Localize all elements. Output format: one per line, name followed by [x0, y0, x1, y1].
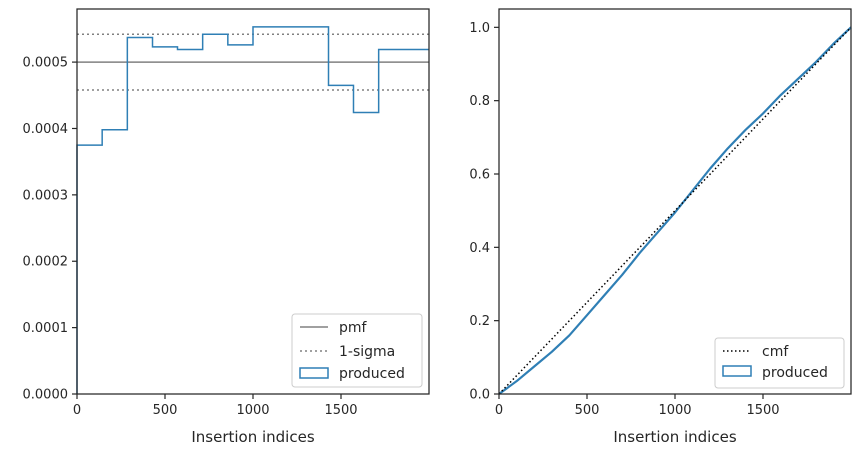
legend-1-sigma-label: 1-sigma	[339, 344, 395, 360]
left-y-tick-label: 0.0002	[23, 255, 69, 270]
right-plot-marks	[498, 26, 852, 395]
left-x-axis-label: Insertion indices	[191, 428, 314, 446]
right-axes-frame	[498, 8, 852, 395]
produced-cumulative-series	[498, 26, 852, 395]
right-x-tick-label: 0	[495, 403, 503, 418]
left-x-tick-label: 1000	[236, 403, 269, 418]
left-x-tick-label: 500	[153, 403, 178, 418]
right-x-tick-label: 500	[575, 403, 600, 418]
legend-produced-swatch-right	[722, 365, 752, 377]
cmf-line	[498, 26, 852, 395]
right-y-tick-label: 0.2	[469, 314, 490, 329]
left-y-tick-label: 0.0003	[23, 188, 69, 203]
legend-produced-label-left: produced	[339, 366, 405, 382]
left-x-tick-label: 0	[73, 403, 81, 418]
left-legend: pmf 1-sigma produced	[291, 313, 423, 388]
legend-produced-swatch-left	[299, 367, 329, 379]
right-y-tick-label: 0.0	[469, 388, 490, 403]
left-ticks: 0 500 1000 1500 0.0000 0.0001 0.0002 0.0003 0.00…	[23, 56, 358, 418]
right-panel: 0 500 1000 1500 0.0 0.2 0.4 0.6 0.8 1.0 Insertion…	[469, 8, 852, 446]
right-x-axis-label: Insertion indices	[613, 428, 736, 446]
left-x-tick-label: 1500	[324, 403, 357, 418]
right-y-tick-label: 0.8	[469, 94, 490, 109]
right-y-tick-label: 0.4	[469, 241, 490, 256]
right-y-tick-label: 1.0	[469, 21, 490, 36]
left-y-tick-label: 0.0004	[23, 122, 69, 137]
left-y-tick-label: 0.0005	[23, 56, 69, 71]
left-y-tick-label: 0.0001	[23, 321, 69, 336]
right-ticks: 0 500 1000 1500 0.0 0.2 0.4 0.6 0.8 1.0	[469, 21, 779, 418]
right-y-tick-label: 0.6	[469, 168, 490, 183]
produced-step-series	[76, 26, 429, 394]
right-x-tick-label: 1000	[658, 403, 691, 418]
legend-cmf-label: cmf	[762, 344, 789, 360]
legend-produced-label-right: produced	[762, 365, 828, 381]
legend-pmf-label: pmf	[339, 320, 368, 336]
left-plot-marks	[76, 26, 429, 394]
left-panel: 0 500 1000 1500 0.0000 0.0001 0.0002 0.0003 0.00…	[23, 8, 430, 446]
left-y-tick-label: 0.0000	[23, 388, 69, 403]
right-legend: cmf produced	[714, 337, 845, 389]
right-x-tick-label: 1500	[746, 403, 779, 418]
